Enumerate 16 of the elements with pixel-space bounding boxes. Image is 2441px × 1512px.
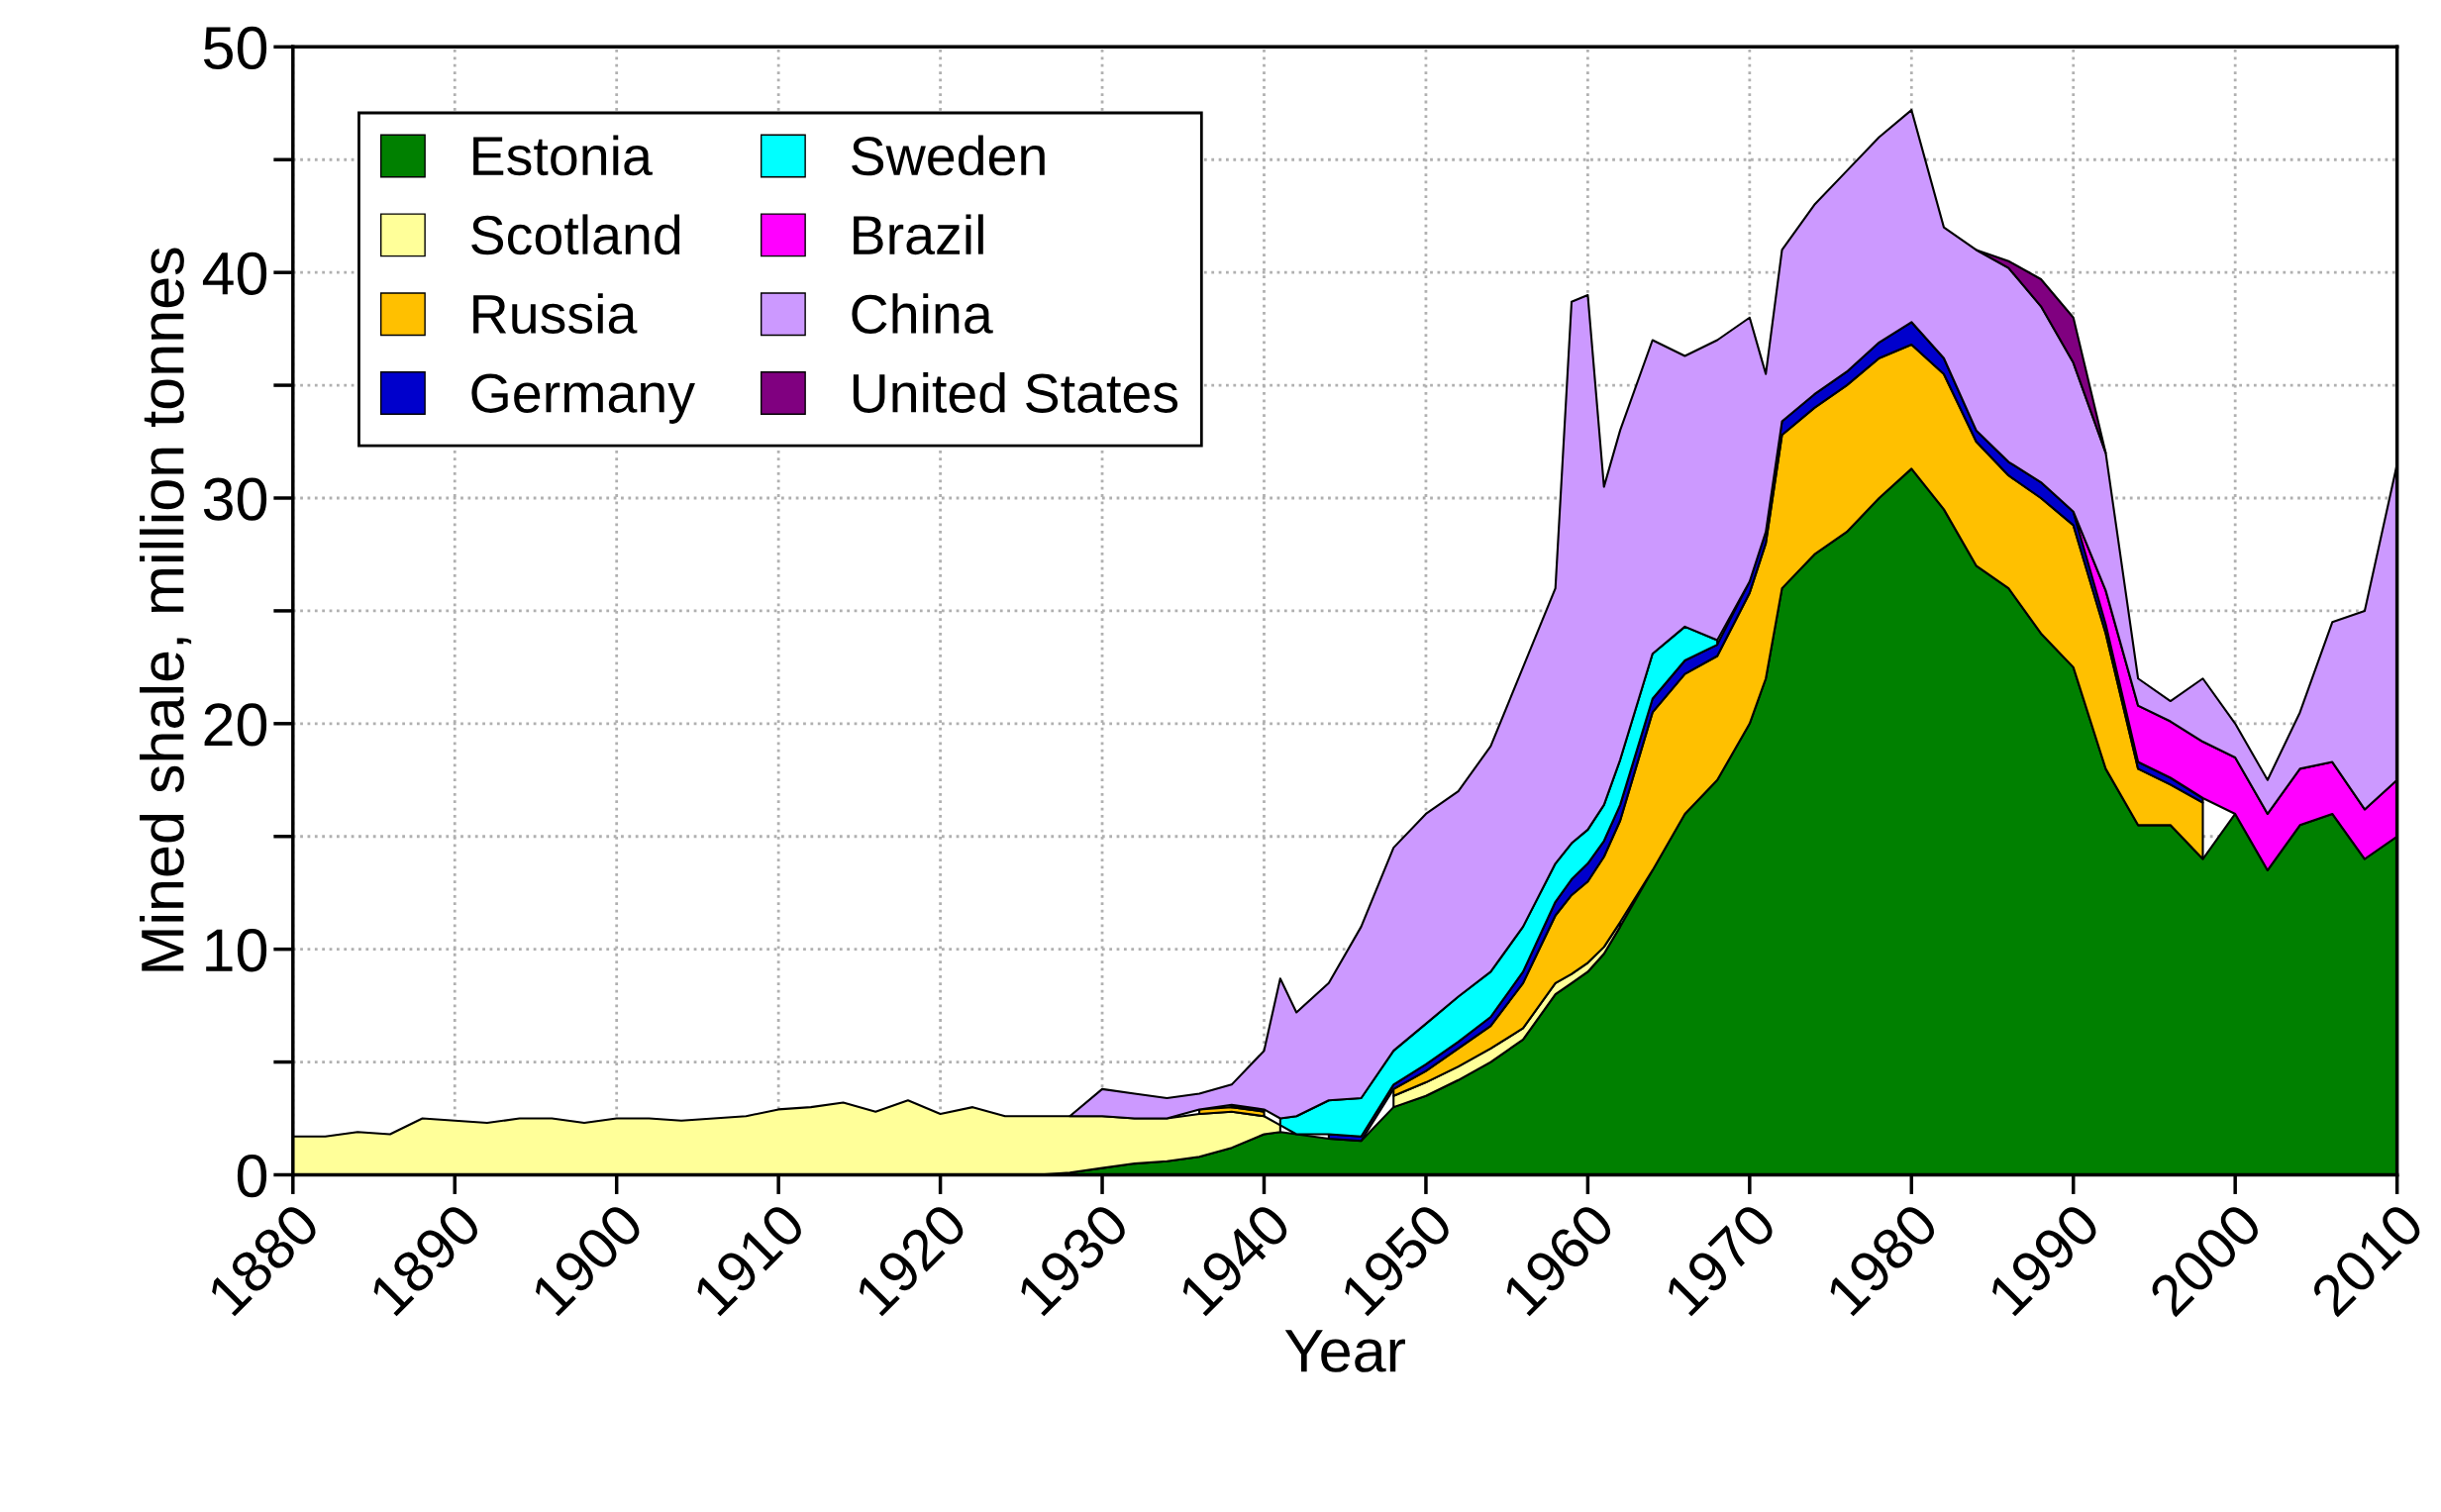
legend-label: Scotland <box>471 214 680 255</box>
y-tick-label: 20 <box>204 703 267 747</box>
y-axis-title: Mined shale, million tonnes <box>140 248 192 971</box>
legend-label: China <box>852 293 993 335</box>
legend-label: Sweden <box>852 135 1045 176</box>
y-tick-label: 10 <box>206 929 267 972</box>
legend-label: Russia <box>473 293 638 335</box>
y-tick-label: 40 <box>202 252 267 295</box>
y-tick-label: 50 <box>203 26 267 70</box>
legend-label: Germany <box>471 373 695 424</box>
legend-label: Estonia <box>473 135 653 176</box>
legend-label: Brazil <box>854 214 983 255</box>
x-axis-title: Year <box>1284 1330 1405 1372</box>
y-tick-label: 0 <box>237 1154 267 1198</box>
y-tick-label: 30 <box>203 477 267 521</box>
legend-label: United States <box>853 372 1178 413</box>
